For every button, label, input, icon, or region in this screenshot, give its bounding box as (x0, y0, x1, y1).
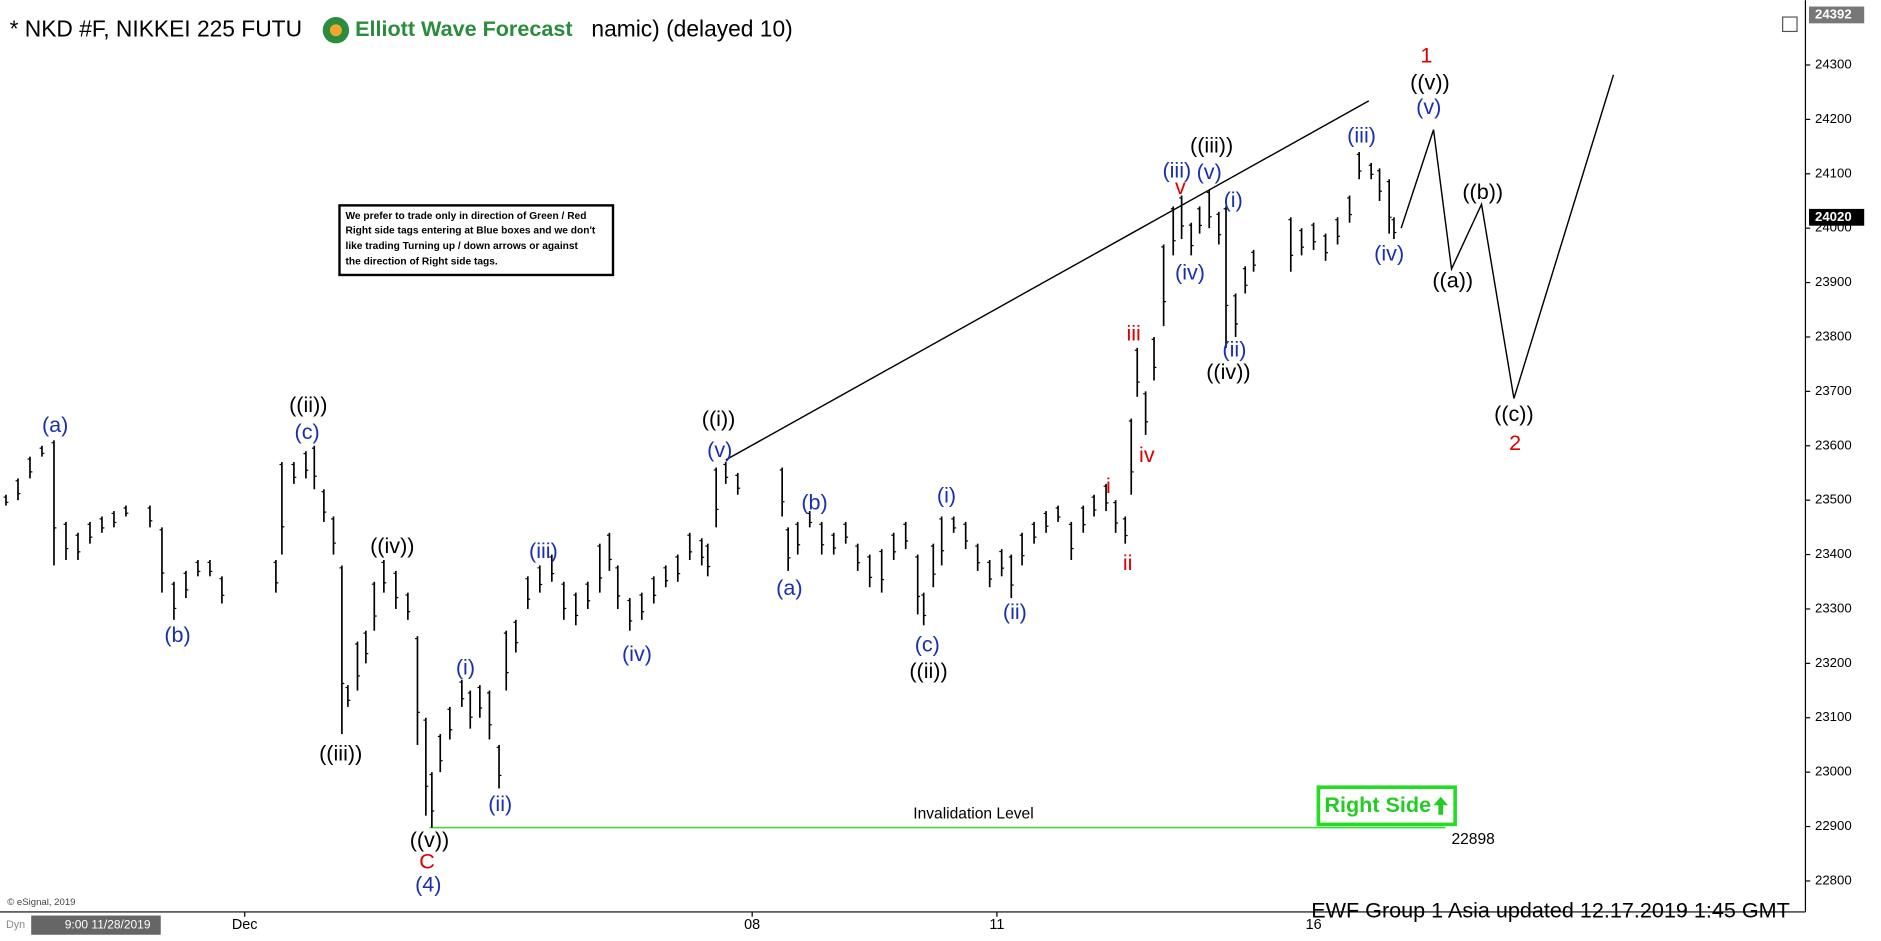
price-label: 24392 (1815, 6, 1852, 21)
wave-label: ((iv)) (370, 533, 414, 558)
wave-label: (c) (915, 632, 940, 657)
wave-label: (v) (1416, 94, 1441, 119)
wave-label: ((a)) (1432, 268, 1473, 293)
wave-label: (iv) (1175, 260, 1205, 285)
y-tick-label: 23900 (1815, 274, 1852, 289)
y-tick-label: 23500 (1815, 492, 1852, 507)
wave-label: ((b)) (1462, 179, 1503, 204)
price-box (1809, 6, 1865, 24)
note-frame (338, 204, 615, 277)
tag-text: Right Side (1324, 792, 1431, 817)
logo-icon-inner (329, 24, 342, 37)
note-line: like trading Turning up / down arrows or… (345, 241, 578, 252)
window-button[interactable] (1782, 16, 1798, 33)
wave-label: (b) (801, 490, 827, 515)
logo-bg (315, 9, 592, 51)
wave-label: (iii) (1162, 157, 1191, 182)
wave-label: (c) (295, 419, 320, 444)
wave-label: (i) (937, 483, 956, 508)
wave-label: (iv) (622, 641, 652, 666)
projection-path (1400, 74, 1615, 399)
note-line: We prefer to trade only in direction of … (345, 211, 586, 222)
wave-label: 2 (1509, 430, 1521, 455)
price-box (1809, 208, 1865, 226)
x-tick-label: 16 (1306, 917, 1322, 933)
invalidation-value: 22898 (1451, 831, 1494, 848)
wave-label: ((i)) (702, 406, 736, 431)
wave-label: (i) (1224, 187, 1243, 212)
wave-label: (v) (1197, 159, 1222, 184)
wave-label: (iii) (1347, 122, 1376, 147)
wave-label: i (1106, 473, 1111, 498)
tag-frame (1316, 785, 1457, 827)
wave-label: v (1175, 174, 1186, 199)
note-line: the direction of Right side tags. (345, 256, 497, 267)
chart-title: * NKD #F, NIKKEI 225 FUTU (10, 15, 302, 41)
wave-label: ((iv)) (1206, 359, 1250, 384)
note-line: Right side tags entering at Blue boxes a… (345, 225, 595, 236)
y-tick-label: 23800 (1815, 328, 1852, 343)
x-tick-label: 11 (989, 917, 1004, 933)
invalidation-label: Invalidation Level (913, 806, 1033, 823)
note-box: We prefer to trade only in direction of … (338, 204, 615, 277)
trend-line (725, 100, 1370, 461)
wave-label: ((iii)) (1190, 132, 1233, 157)
y-tick-label: 23400 (1815, 546, 1852, 561)
y-tick-label: 24200 (1815, 111, 1852, 126)
y-tick-label: 22900 (1815, 818, 1852, 833)
cursor-box (31, 915, 161, 935)
wave-label: (iii) (529, 538, 558, 563)
wave-label: ((v)) (410, 827, 450, 852)
wave-label: iii (1126, 321, 1140, 346)
wave-label: ((c)) (1494, 401, 1534, 426)
y-tick-label: 24300 (1815, 56, 1852, 71)
wave-label: iv (1139, 442, 1155, 467)
wave-label: ii (1123, 550, 1133, 575)
x-tick-label: Dec (232, 917, 258, 933)
right-side-tag: Right Side (1316, 785, 1457, 827)
price-label: 24020 (1815, 209, 1852, 224)
y-tick-label: 23300 (1815, 600, 1852, 615)
y-tick-label: 23700 (1815, 383, 1852, 398)
y-tick-label: 24100 (1815, 165, 1852, 180)
cursor-time: 9:00 11/28/2019 (65, 917, 151, 931)
wave-label: ((ii)) (909, 658, 947, 683)
logo-text: Elliott Wave Forecast (355, 16, 572, 41)
tag-arrow (1433, 796, 1448, 815)
wave-label: ((iii)) (319, 740, 362, 765)
wave-label: ((v)) (1410, 70, 1450, 95)
wave-label: ((ii)) (289, 392, 327, 417)
logo: Elliott Wave Forecast (315, 9, 592, 51)
x-tick-label: 08 (744, 917, 760, 933)
wave-label: (ii) (1003, 599, 1027, 624)
wave-label: (iv) (1374, 241, 1404, 266)
wave-label: (b) (164, 622, 190, 647)
wave-label: C (419, 849, 435, 874)
copyright: © eSignal, 2019 (7, 897, 75, 908)
y-tick-label: 23000 (1815, 764, 1852, 779)
chart-title-end: namic) (delayed 10) (591, 15, 792, 41)
y-tick-label: 23100 (1815, 709, 1852, 724)
wave-label: (v) (707, 437, 732, 462)
y-tick-label: 23600 (1815, 437, 1852, 452)
wave-label: (a) (42, 412, 68, 437)
wave-label: 1 (1420, 43, 1432, 68)
wave-label: (i) (456, 655, 475, 680)
y-tick-label: 23200 (1815, 655, 1852, 670)
wave-label: (ii) (488, 791, 512, 816)
wave-label: (a) (776, 575, 802, 600)
footer: EWF Group 1 Asia updated 12.17.2019 1:45… (1311, 898, 1790, 923)
y-tick-label: 22800 (1815, 872, 1852, 887)
mode: Dyn (6, 919, 25, 931)
wave-label: (ii) (1222, 336, 1246, 361)
wave-label: (4) (415, 872, 441, 897)
